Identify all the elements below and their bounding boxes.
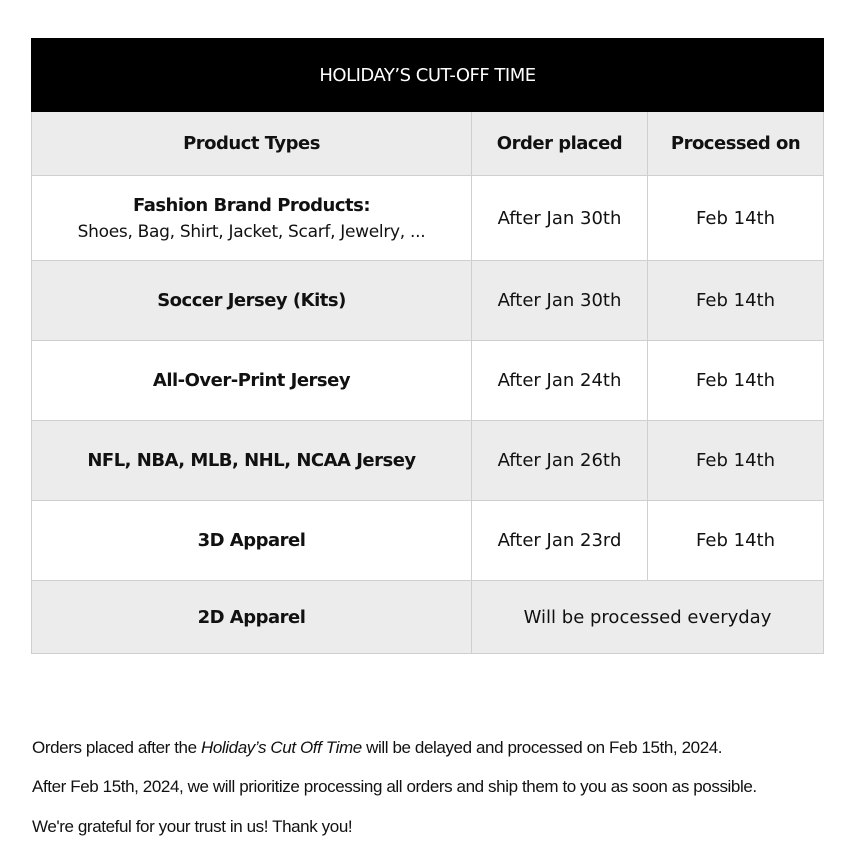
order-placed-cell: After Jan 30th bbox=[471, 175, 648, 261]
col-header-processed-on: Processed on bbox=[646, 111, 825, 176]
processed-on-cell: Feb 14th bbox=[646, 500, 825, 581]
processing-note-cell: Will be processed everyday bbox=[470, 580, 825, 654]
table-row: All-Over-Print Jersey After Jan 24th Feb… bbox=[31, 340, 825, 421]
order-placed-cell: After Jan 24th bbox=[471, 340, 648, 421]
note-text: Orders placed after the bbox=[32, 738, 201, 757]
product-type-cell: All-Over-Print Jersey bbox=[31, 340, 472, 421]
note-text: will be delayed and processed on Feb 15t… bbox=[361, 738, 723, 757]
processed-on-cell: Feb 14th bbox=[646, 175, 825, 261]
col-header-order-placed: Order placed bbox=[471, 111, 648, 176]
col-header-product-types: Product Types bbox=[31, 111, 472, 176]
product-type-cell: 2D Apparel bbox=[31, 580, 472, 654]
product-type-cell: Soccer Jersey (Kits) bbox=[31, 260, 472, 341]
processed-on-cell: Feb 14th bbox=[646, 260, 825, 341]
table-row: 2D Apparel Will be processed everyday bbox=[31, 580, 825, 654]
note-line-1: Orders placed after the Holiday’s Cut Of… bbox=[32, 738, 723, 758]
product-examples: Shoes, Bag, Shirt, Jacket, Scarf, Jewelr… bbox=[77, 221, 426, 242]
product-type-cell: 3D Apparel bbox=[31, 500, 472, 581]
note-emphasis: Holiday’s Cut Off Time bbox=[201, 738, 362, 757]
table-title: HOLIDAY’S CUT-OFF TIME bbox=[30, 38, 825, 112]
note-line-2: After Feb 15th, 2024, we will prioritize… bbox=[32, 777, 757, 796]
order-placed-cell: After Jan 23rd bbox=[471, 500, 648, 581]
table-row: 3D Apparel After Jan 23rd Feb 14th bbox=[31, 500, 825, 581]
processed-on-cell: Feb 14th bbox=[646, 420, 825, 501]
cutoff-table: HOLIDAY’S CUT-OFF TIME Product Types Ord… bbox=[30, 38, 825, 654]
header-row: Product Types Order placed Processed on bbox=[31, 111, 825, 176]
table-row: Fashion Brand Products: Shoes, Bag, Shirt… bbox=[31, 175, 825, 261]
note-line-3: We're grateful for your trust in us! Tha… bbox=[32, 817, 353, 836]
processed-on-cell: Feb 14th bbox=[646, 340, 825, 421]
table-row: Soccer Jersey (Kits) After Jan 30th Feb … bbox=[31, 260, 825, 341]
product-type-cell: NFL, NBA, MLB, NHL, NCAA Jersey bbox=[31, 420, 472, 501]
table-row: NFL, NBA, MLB, NHL, NCAA Jersey After Ja… bbox=[31, 420, 825, 501]
product-type-cell: Fashion Brand Products: Shoes, Bag, Shirt… bbox=[31, 175, 472, 261]
order-placed-cell: After Jan 30th bbox=[471, 260, 648, 341]
order-placed-cell: After Jan 26th bbox=[471, 420, 648, 501]
product-type: Fashion Brand Products: bbox=[132, 194, 371, 216]
